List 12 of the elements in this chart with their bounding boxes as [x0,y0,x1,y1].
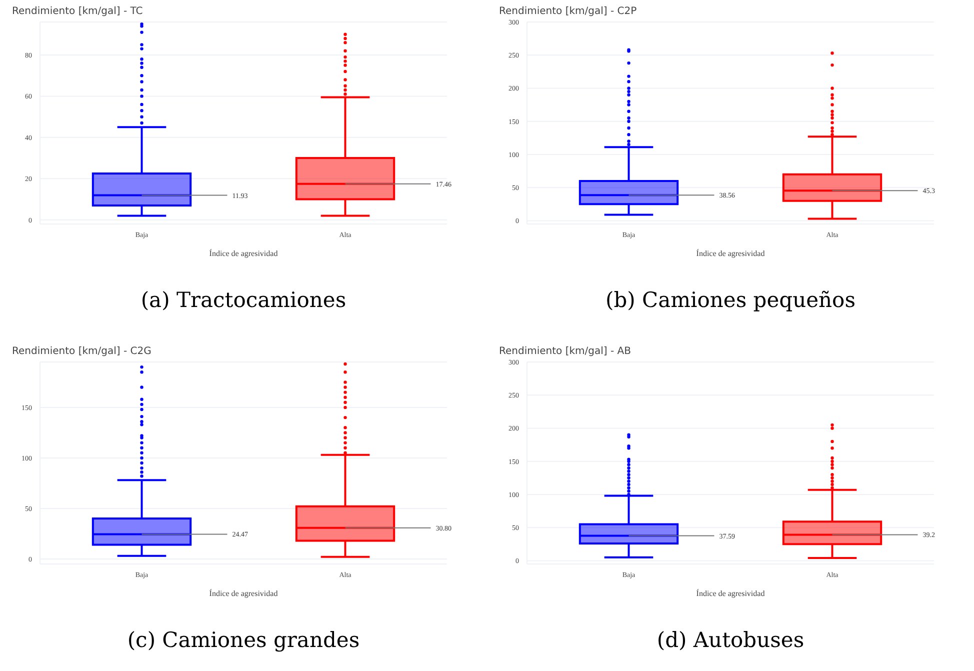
text: (c) Camiones grandes [126,628,361,652]
chart-title: Rendimiento [km/gal] - C2P [499,6,637,17]
x-axis-title: Índice de agresividad [696,589,765,598]
chart-title: Rendimiento [km/gal] - C2G [12,346,152,357]
x-axis-title: Índice de agresividad [696,249,765,258]
x-axis-title: Índice de agresividad [209,249,278,258]
text: (d) Autobuses [656,628,806,652]
text: (a) Tractocamiones [140,288,348,312]
text: (b) Camiones pequeños [604,288,856,312]
chart-title: Rendimiento [km/gal] - AB [499,346,631,357]
x-axis-title: Índice de agresividad [209,589,278,598]
chart-title: Rendimiento [km/gal] - TC [12,6,143,17]
